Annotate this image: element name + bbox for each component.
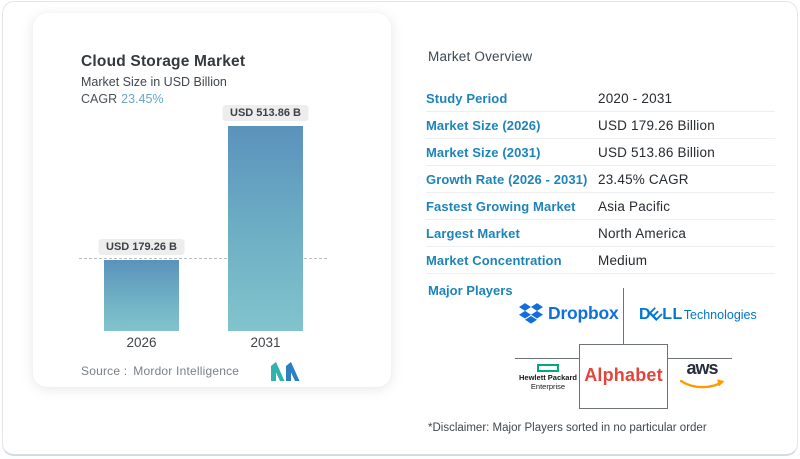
row-label: Fastest Growing Market (426, 198, 576, 214)
overview-row-fastest-growing-market: Fastest Growing Market Asia Pacific (426, 193, 775, 220)
row-value: USD 179.26 Billion (598, 117, 715, 133)
source-value: Mordor Intelligence (133, 364, 240, 378)
players-divider-vertical (623, 288, 624, 344)
overview-row-market-concentration: Market Concentration Medium (426, 247, 775, 274)
cagr-line: CAGR 23.45% (81, 92, 164, 106)
alphabet-wordmark: Alphabet (584, 365, 663, 385)
row-value: North America (598, 225, 687, 241)
overview-row-growth-rate: Growth Rate (2026 - 2031) 23.45% CAGR (426, 166, 775, 193)
bar-value-pill: USD 513.86 B (222, 105, 309, 121)
dell-technologies-logo: DELLTechnologies (639, 304, 757, 325)
bar-2026 (104, 259, 179, 331)
major-players-label: Major Players (428, 283, 513, 298)
players-divider-horizontal-right (668, 358, 732, 359)
bar-2031 (228, 126, 303, 331)
market-chart-card: Cloud Storage Market Market Size in USD … (33, 13, 391, 387)
row-label: Study Period (426, 90, 508, 106)
row-label: Largest Market (426, 225, 520, 241)
aws-smile-icon (679, 379, 725, 389)
x-axis-label: 2031 (250, 335, 281, 350)
overview-table: Study Period 2020 - 2031 Market Size (20… (426, 85, 775, 274)
row-label: Market Size (2031) (426, 144, 541, 160)
aws-logo: aws (679, 359, 725, 395)
overview-title: Market Overview (428, 49, 533, 64)
source-label: Source : (81, 364, 128, 378)
row-label: Market Size (2026) (426, 117, 541, 133)
cagr-label: CAGR (81, 92, 118, 106)
row-value: USD 513.86 Billion (598, 144, 715, 160)
row-value: 2020 - 2031 (598, 90, 673, 106)
players-divider-horizontal-left (515, 358, 579, 359)
dropbox-logo: Dropbox (519, 303, 619, 324)
alphabet-logo-box: Alphabet (579, 344, 668, 409)
x-axis-label: 2026 (126, 335, 157, 350)
dropbox-wordmark: Dropbox (548, 303, 619, 323)
row-value: Medium (598, 252, 648, 268)
row-value: 23.45% CAGR (598, 171, 689, 187)
chart-subtitle: Market Size in USD Billion (81, 75, 227, 89)
overview-row-market-size-2031: Market Size (2031) USD 513.86 Billion (426, 139, 775, 166)
hpe-logo: Hewlett Packard Enterprise (514, 364, 582, 391)
overview-row-largest-market: Largest Market North America (426, 220, 775, 247)
dell-suffix: Technologies (683, 308, 757, 322)
dropbox-icon (519, 303, 543, 324)
row-label: Growth Rate (2026 - 2031) (426, 171, 588, 187)
source-row: Source : Mordor Intelligence (81, 364, 245, 378)
hpe-wordmark-line2: Enterprise (530, 381, 566, 391)
cagr-value: 23.45% (121, 92, 164, 106)
disclaimer: *Disclaimer: Major Players sorted in no … (428, 422, 707, 434)
bar-value-pill: USD 179.26 B (98, 238, 185, 255)
row-value: Asia Pacific (598, 198, 671, 214)
mordor-intelligence-logo (271, 362, 300, 381)
overview-row-study-period: Study Period 2020 - 2031 (426, 85, 775, 112)
hpe-green-rect-icon (537, 364, 559, 372)
overview-row-market-size-2026: Market Size (2026) USD 179.26 Billion (426, 112, 775, 139)
chart-title: Cloud Storage Market (81, 53, 246, 70)
reference-dashed-line (79, 258, 327, 260)
hpe-wordmark-line1: Hewlett Packard (519, 373, 577, 382)
aws-wordmark: aws (686, 358, 718, 378)
row-label: Market Concentration (426, 252, 562, 268)
